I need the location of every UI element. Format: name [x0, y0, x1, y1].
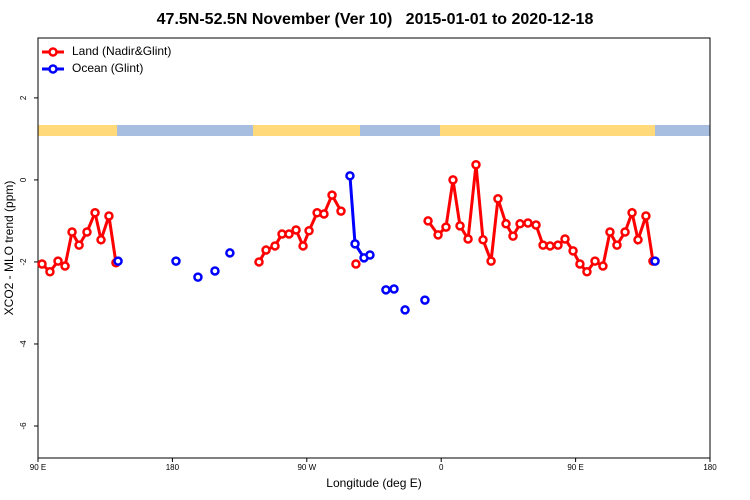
data-point — [270, 241, 280, 251]
data-point — [531, 220, 541, 230]
y-tick-label: 2 — [19, 95, 28, 100]
data-point — [345, 171, 355, 181]
data-point — [420, 295, 430, 305]
plot-frame — [37, 37, 711, 459]
x-tick-label: 180 — [703, 463, 717, 472]
chart-title: 47.5N-52.5N November (Ver 10) 2015-01-01… — [157, 11, 594, 28]
data-point — [545, 241, 555, 251]
data-point — [553, 240, 563, 250]
ocean-strip — [360, 125, 440, 136]
data-point — [650, 256, 660, 266]
data-point — [304, 226, 314, 236]
land-strip — [440, 125, 655, 136]
data-point — [193, 272, 203, 282]
data-point — [284, 229, 294, 239]
ocean-strip — [117, 125, 253, 136]
data-point — [508, 231, 518, 241]
data-point — [478, 235, 488, 245]
data-point — [590, 256, 600, 266]
legend-marker — [48, 64, 58, 74]
data-point — [261, 245, 271, 255]
y-tick-label: -6 — [19, 422, 28, 430]
data-point — [612, 240, 622, 250]
data-point — [389, 284, 399, 294]
x-tick-label: 0 — [439, 463, 444, 472]
data-point — [104, 211, 114, 221]
data-point — [641, 211, 651, 221]
data-point — [455, 221, 465, 231]
data-point — [448, 175, 458, 185]
data-point — [471, 159, 481, 170]
y-tick-label: -2 — [19, 258, 28, 266]
data-point — [486, 256, 496, 266]
data-point — [113, 256, 123, 266]
data-point — [45, 267, 55, 277]
data-point — [37, 259, 47, 269]
data-point — [82, 227, 92, 237]
data-point — [627, 207, 637, 218]
x-tick-label: 180 — [166, 463, 180, 472]
data-point — [53, 256, 63, 266]
data-point — [582, 267, 592, 277]
data-point — [463, 234, 473, 244]
x-tick-label: 90 E — [567, 463, 583, 472]
data-point — [400, 305, 410, 315]
data-point — [441, 222, 451, 232]
data-point — [336, 206, 346, 216]
data-point — [210, 266, 220, 276]
data-point — [96, 235, 106, 245]
y-tick-label: 0 — [19, 177, 28, 182]
ocean-strip — [655, 125, 710, 136]
data-point — [60, 261, 70, 271]
data-point — [423, 216, 433, 226]
series-line — [350, 176, 655, 261]
data-point — [568, 246, 578, 256]
data-point — [327, 190, 337, 200]
data-point — [67, 227, 77, 237]
data-point — [254, 257, 264, 267]
land-ocean-band — [38, 125, 710, 136]
data-point — [90, 207, 100, 218]
y-tick-label: -4 — [19, 340, 28, 348]
legend-label: Ocean (Glint) — [72, 61, 143, 75]
data-point — [605, 227, 615, 237]
data-point — [291, 225, 301, 235]
data-point — [298, 241, 308, 251]
data-point — [74, 240, 84, 250]
data-point — [523, 218, 533, 228]
land-strip — [253, 125, 360, 136]
data-point — [365, 250, 375, 260]
data-point — [351, 259, 361, 269]
data-point — [381, 285, 391, 295]
data-point — [633, 235, 643, 245]
data-point — [433, 230, 443, 240]
x-tick-label: 90 W — [297, 463, 316, 472]
legend-label: Land (Nadir&Glint) — [72, 44, 171, 58]
data-point — [493, 194, 503, 204]
x-axis-label: Longitude (deg E) — [326, 476, 421, 490]
x-tick-label: 90 E — [30, 463, 46, 472]
y-axis-label: XCO2 - MLO trend (ppm) — [2, 181, 16, 316]
data-point — [560, 234, 570, 244]
series-line — [40, 164, 655, 275]
data-point — [501, 219, 511, 229]
data-point — [515, 219, 525, 229]
data-point — [350, 239, 360, 249]
data-point — [225, 248, 235, 258]
land-strip — [38, 125, 117, 136]
data-point — [598, 261, 608, 271]
data-point — [171, 256, 181, 266]
legend-marker — [48, 47, 58, 57]
data-point — [319, 209, 329, 219]
data-point — [575, 259, 585, 269]
data-point — [620, 227, 630, 237]
